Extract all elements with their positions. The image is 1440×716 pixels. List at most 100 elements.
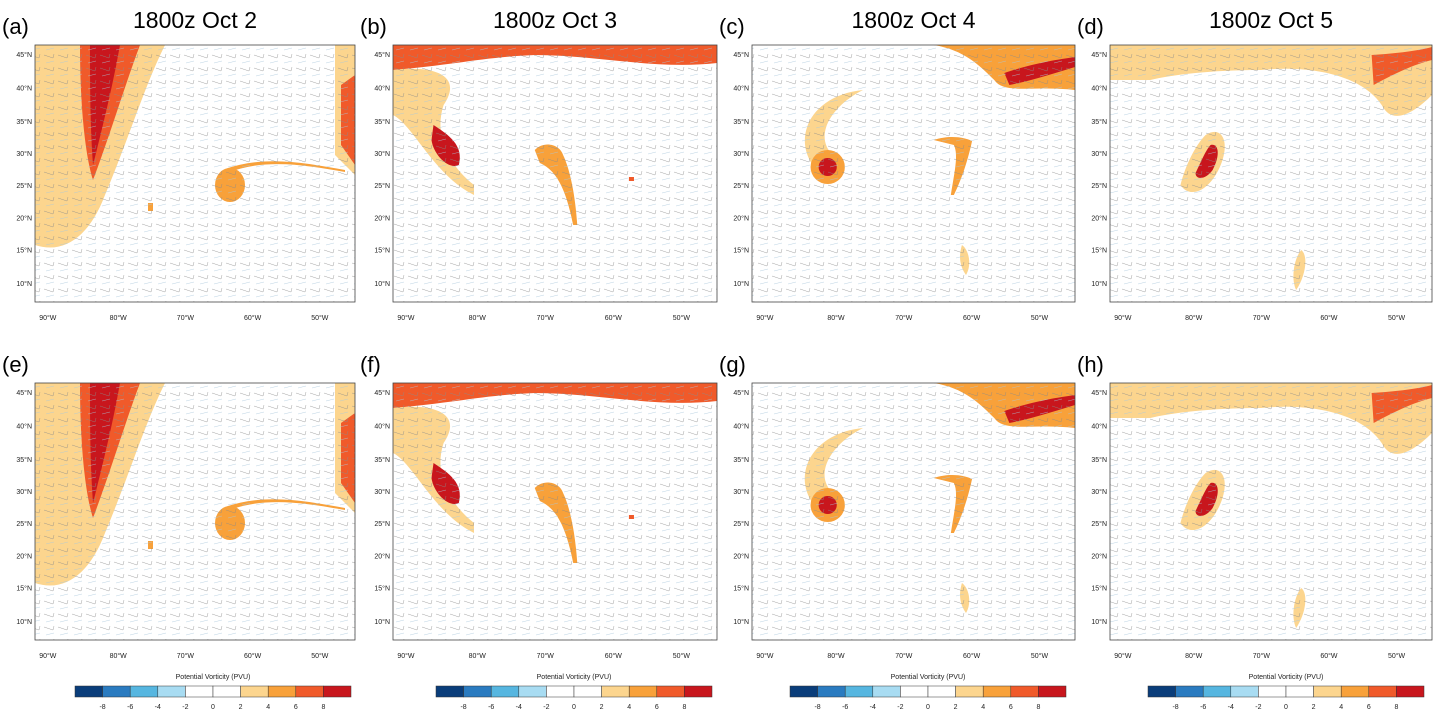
lon-tick-label: 60°W (244, 314, 262, 322)
colorbar-box (1202, 685, 1232, 698)
lat-tick-label: 15°N (16, 584, 32, 592)
panel-label: (d) (1077, 14, 1104, 39)
colorbar-box (1038, 685, 1067, 698)
colorbar-label: 0 (572, 704, 576, 711)
wind-barbs (35, 45, 355, 302)
lat-tick-label: 15°N (16, 246, 32, 254)
colorbar-label: 2 (954, 704, 958, 711)
lat-tick-label: 30°N (16, 488, 32, 496)
colorbar-label: 2 (239, 704, 243, 711)
lat-tick-label: 25°N (733, 520, 749, 528)
lat-tick-label: 25°N (16, 182, 32, 190)
lat-tick-label: 25°N (16, 520, 32, 528)
colorbar-label: -8 (1172, 704, 1178, 711)
colorbar-label: 8 (321, 704, 325, 711)
panel-label: (g) (719, 352, 746, 377)
colorbar-title: Potential Vorticity (PVU) (176, 674, 251, 681)
colorbar-label: 6 (294, 704, 298, 711)
colorbar-box (789, 685, 818, 698)
colorbar-box (872, 685, 901, 698)
map-frame (392, 382, 718, 641)
colorbar-box (601, 685, 630, 698)
lon-tick-label: 70°W (537, 652, 555, 660)
lat-tick-label: 10°N (16, 280, 32, 288)
lon-tick-label: 50°W (1031, 314, 1049, 322)
colorbar-label: 6 (1009, 704, 1013, 711)
panel-title: 1800z Oct 3 (493, 7, 617, 33)
lat-tick-label: 45°N (16, 389, 32, 397)
lon-tick-label: 50°W (673, 314, 691, 322)
lat-tick-label: 10°N (374, 618, 390, 626)
colorbar-box (1258, 685, 1287, 698)
colorbar-box (844, 685, 874, 698)
colorbar-box (490, 685, 520, 698)
lon-tick-label: 50°W (1388, 314, 1406, 322)
colorbar-label: 8 (682, 704, 686, 711)
colorbar-label: 2 (1312, 704, 1316, 711)
colorbar-box (295, 685, 324, 698)
lon-tick-label: 50°W (311, 314, 329, 322)
colorbar-box (323, 685, 352, 698)
lat-tick-label: 45°N (374, 51, 390, 59)
colorbar-title: Potential Vorticity (PVU) (1249, 674, 1324, 681)
lon-tick-label: 80°W (110, 314, 128, 322)
colorbar-label: -2 (182, 704, 188, 711)
lat-tick-label: 35°N (374, 118, 390, 126)
colorbar-label: -2 (543, 704, 549, 711)
colorbar-label: -6 (127, 704, 133, 711)
lat-tick-label: 40°N (374, 423, 390, 431)
lon-tick-label: 70°W (1253, 652, 1271, 660)
panel-label: (a) (2, 14, 29, 39)
colorbar-box (684, 685, 713, 698)
lat-tick-label: 15°N (374, 246, 390, 254)
lon-tick-label: 60°W (605, 652, 623, 660)
lon-tick-label: 60°W (605, 314, 623, 322)
lat-tick-label: 40°N (374, 85, 390, 93)
colorbar-box (102, 685, 131, 698)
lat-tick-label: 40°N (733, 423, 749, 431)
lat-tick-label: 15°N (733, 246, 749, 254)
colorbar-box (1340, 685, 1370, 698)
lat-tick-label: 40°N (733, 85, 749, 93)
lat-tick-label: 45°N (16, 51, 32, 59)
lat-tick-label: 30°N (16, 150, 32, 158)
colorbar-label: 4 (266, 704, 270, 711)
colorbar-box (435, 685, 464, 698)
lon-tick-label: 60°W (963, 652, 981, 660)
map-frame (392, 44, 718, 303)
lon-tick-label: 70°W (177, 652, 195, 660)
lat-tick-label: 45°N (733, 51, 749, 59)
colorbar-label: 0 (1284, 704, 1288, 711)
lat-tick-label: 30°N (733, 488, 749, 496)
colorbar-label: -8 (99, 704, 105, 711)
lat-tick-label: 35°N (733, 456, 749, 464)
colorbar-box (185, 685, 214, 698)
panel-title: 1800z Oct 2 (133, 7, 257, 33)
lat-tick-label: 40°N (1091, 85, 1107, 93)
colorbar-box (157, 685, 186, 698)
colorbar-label: 4 (981, 704, 985, 711)
lat-tick-label: 20°N (16, 214, 32, 222)
wind-barbs (393, 383, 717, 640)
colorbar-box (1313, 685, 1342, 698)
lat-tick-label: 25°N (733, 182, 749, 190)
lat-tick-label: 25°N (374, 520, 390, 528)
lat-tick-label: 45°N (374, 389, 390, 397)
lat-tick-label: 15°N (374, 584, 390, 592)
lon-tick-label: 80°W (469, 652, 487, 660)
colorbar-label: -2 (897, 704, 903, 711)
lon-tick-label: 60°W (1320, 314, 1338, 322)
panel-title: 1800z Oct 5 (1209, 7, 1333, 33)
map-frame (34, 44, 356, 303)
lat-tick-label: 10°N (16, 618, 32, 626)
lon-tick-label: 90°W (39, 314, 57, 322)
lat-tick-label: 15°N (1091, 246, 1107, 254)
colorbar-box (817, 685, 846, 698)
colorbar-box (628, 685, 658, 698)
colorbar-box (1175, 685, 1204, 698)
panel-label: (e) (2, 352, 29, 377)
lat-tick-label: 10°N (733, 280, 749, 288)
lat-tick-label: 20°N (1091, 214, 1107, 222)
colorbar-box (1010, 685, 1039, 698)
lon-tick-label: 70°W (177, 314, 195, 322)
